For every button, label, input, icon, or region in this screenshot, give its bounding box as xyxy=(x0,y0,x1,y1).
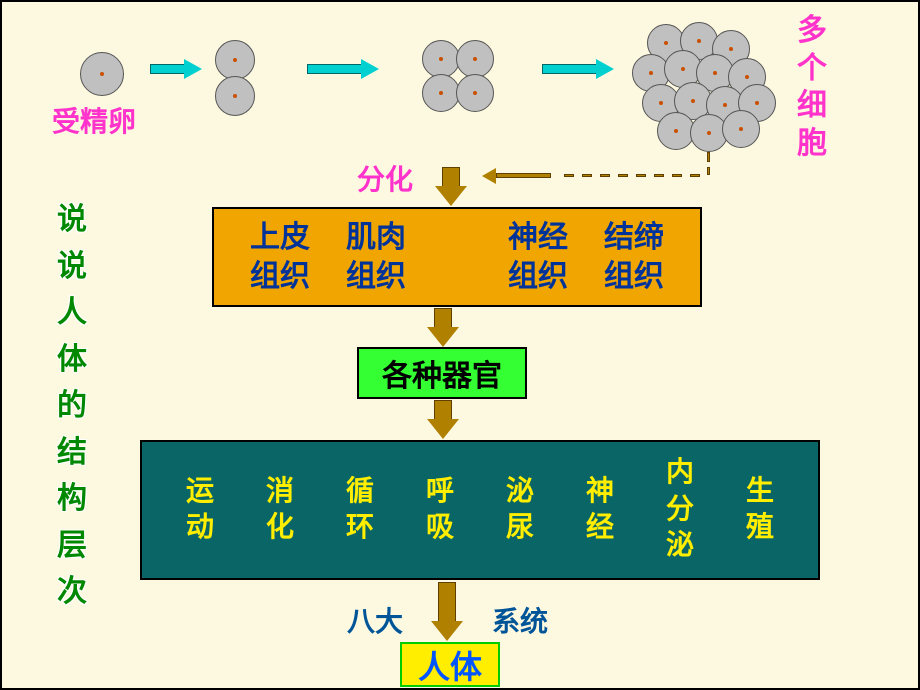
tissue-4: 结缔组织 xyxy=(604,218,664,296)
cell-stage1 xyxy=(80,52,124,96)
tissue-3: 神经组织 xyxy=(508,218,568,296)
cell-stage2-2 xyxy=(215,76,255,116)
system-8: 生殖 xyxy=(746,474,774,547)
tissue-2: 肌肉组织 xyxy=(346,218,406,296)
organ-box: 各种器官 xyxy=(357,347,527,399)
tissue-box: 上皮组织 肌肉组织 神经组织 结缔组织 xyxy=(212,207,702,307)
body-label: 人体 xyxy=(418,642,482,688)
system-3: 循环 xyxy=(346,474,374,547)
system-4: 呼吸 xyxy=(426,474,454,547)
label-many-cells: 多个细胞 xyxy=(797,12,827,162)
system-2: 消化 xyxy=(266,474,294,547)
system-7: 内分泌 xyxy=(666,455,694,564)
systems-box: 运动 消化 循环 呼吸 泌尿 神经 内分泌 生殖 xyxy=(140,440,820,580)
cell-stage3-4 xyxy=(456,74,494,112)
system-6: 神经 xyxy=(586,474,614,547)
cell-stage3-3 xyxy=(422,74,460,112)
tissue-1: 上皮组织 xyxy=(250,218,310,296)
cell-stage3-1 xyxy=(422,40,460,78)
cell-stage3-2 xyxy=(456,40,494,78)
side-title: 说说人体的结构层次 xyxy=(57,197,87,616)
organ-label: 各种器官 xyxy=(382,351,502,395)
body-box: 人体 xyxy=(400,642,500,687)
label-differentiation: 分化 xyxy=(357,158,413,198)
label-systems: 系统 xyxy=(492,600,548,640)
system-1: 运动 xyxy=(186,474,214,547)
label-eight: 八大 xyxy=(347,600,403,640)
cell-stage2-1 xyxy=(215,40,255,80)
system-5: 泌尿 xyxy=(506,474,534,547)
label-fertilized-egg: 受精卵 xyxy=(52,100,136,140)
